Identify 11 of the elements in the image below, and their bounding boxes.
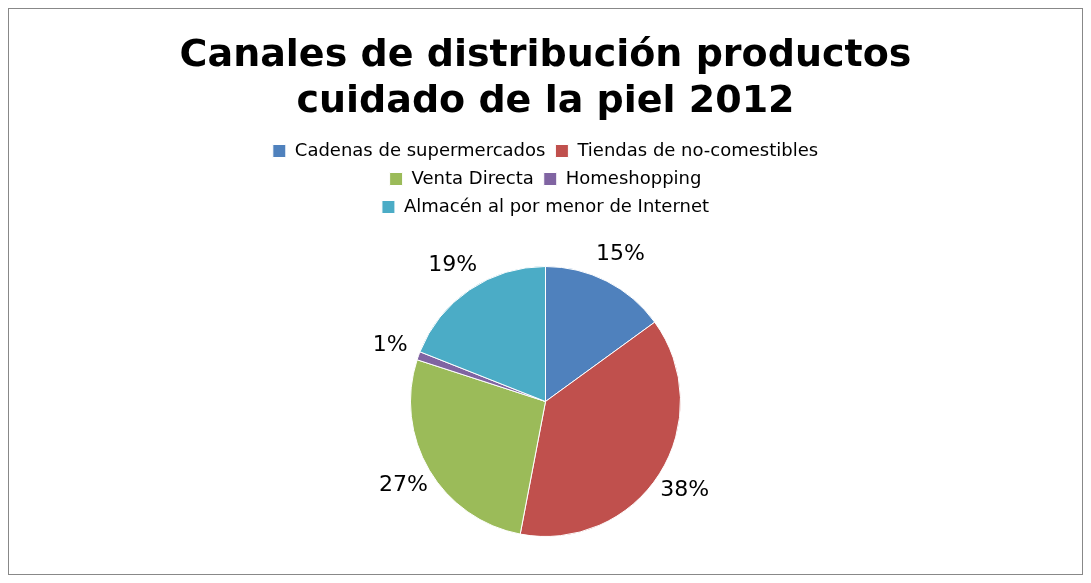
- chart-title: Canales de distribución productos cuidado de la piel 2012: [178, 30, 913, 123]
- legend-label: Almacén al por menor de Internet: [403, 194, 710, 216]
- data-label: 1%: [372, 331, 408, 357]
- data-label: 15%: [595, 240, 645, 266]
- legend-label: Cadenas de supermercados: [294, 138, 546, 160]
- legend-label: Venta Directa: [411, 166, 534, 188]
- data-label: 38%: [660, 475, 710, 501]
- data-label: 19%: [428, 250, 478, 276]
- legend-label: Homeshopping: [565, 166, 702, 188]
- legend-label: Tiendas de no-comestibles: [576, 138, 819, 160]
- data-label: 27%: [379, 471, 428, 497]
